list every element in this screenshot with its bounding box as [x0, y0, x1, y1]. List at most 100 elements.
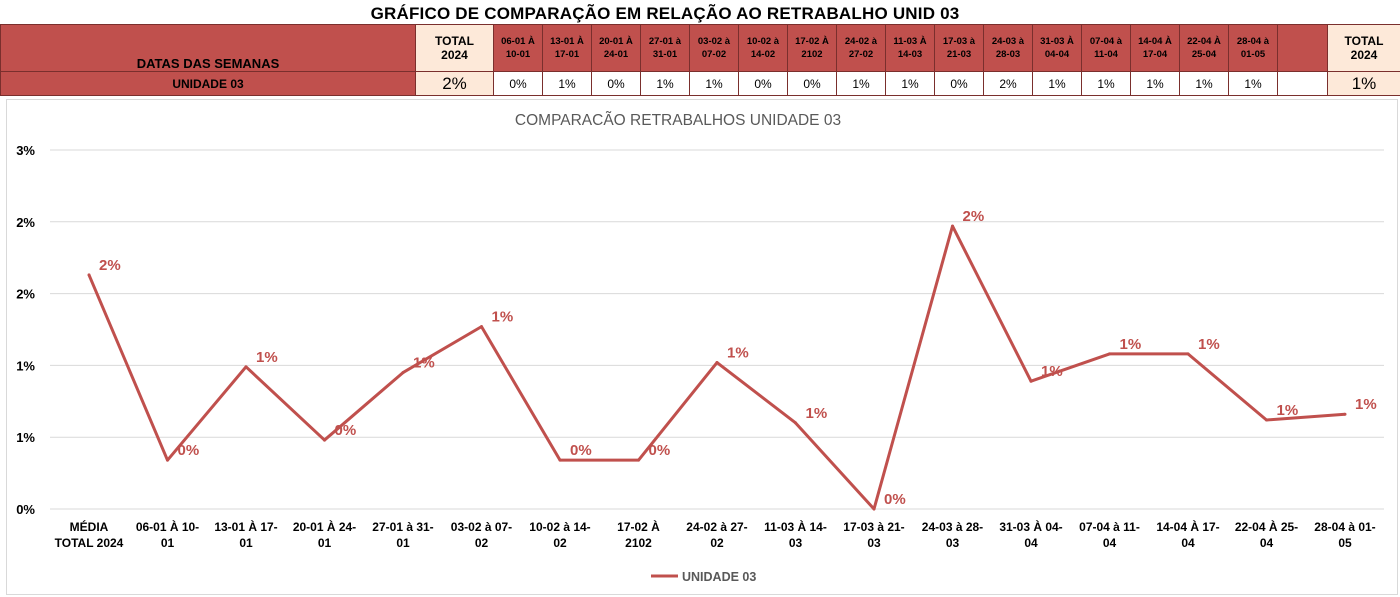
data-label: 1% [1355, 396, 1377, 413]
week-header: 24-02 à 27-02 [836, 24, 886, 72]
data-label: 1% [492, 309, 514, 326]
x-tick-label: 17-03 à 21-03 [843, 520, 904, 550]
x-tick-label: 22-04 À 25-04 [1235, 519, 1298, 550]
data-point [558, 458, 562, 462]
data-label: 1% [413, 355, 435, 372]
data-point [1029, 379, 1033, 383]
row-label: UNIDADE 03 [0, 71, 416, 96]
x-tick-label: 13-01 À 17-01 [214, 519, 277, 550]
y-tick-label: 1% [16, 430, 35, 445]
data-point [715, 361, 719, 365]
week-value: 1% [1179, 71, 1229, 96]
data-point [872, 507, 876, 511]
legend-series-name: UNIDADE 03 [682, 570, 756, 584]
legend: UNIDADE 03 [651, 570, 756, 584]
x-tick-label: 06-01 À 10-01 [136, 519, 199, 550]
y-tick-label: 2% [16, 215, 35, 230]
week-value: 0% [738, 71, 788, 96]
data-label: 1% [727, 345, 749, 362]
week-value: 1% [689, 71, 739, 96]
data-label: 1% [256, 349, 278, 366]
data-point [637, 458, 640, 462]
total-value-right: 1% [1327, 71, 1400, 96]
week-value: 0% [493, 71, 543, 96]
y-tick-label: 3% [16, 143, 35, 158]
data-point [951, 224, 954, 228]
x-tick-label: 07-04 à 11-04 [1079, 520, 1140, 550]
week-header: 22-04 À 25-04 [1179, 24, 1229, 72]
data-point [1186, 352, 1190, 356]
data-point [87, 273, 91, 277]
total-header-line2: 2024 [441, 48, 468, 62]
week-value: 1% [1130, 71, 1180, 96]
week-header: 10-02 à 14-02 [738, 24, 788, 72]
week-value: 0% [591, 71, 641, 96]
x-tick-label: 24-03 à 28-03 [922, 520, 983, 550]
x-tick-label: 03-02 à 07-02 [451, 520, 512, 550]
series-line-unidade-03 [87, 224, 1346, 511]
data-point [401, 371, 405, 375]
data-label: 2% [99, 257, 121, 274]
week-header: 17-03 à 21-03 [934, 24, 984, 72]
x-tick-label: 28-04 à 01-05 [1314, 520, 1375, 550]
week-value: 2% [983, 71, 1033, 96]
summary-header-row: DATAS DAS SEMANAS TOTAL 2024 06-01 À 10-01… [0, 24, 1400, 72]
data-label: 0% [649, 442, 671, 459]
data-point [794, 421, 797, 425]
summary-table: DATAS DAS SEMANAS TOTAL 2024 06-01 À 10-01… [0, 24, 1400, 96]
total-header-right: TOTAL 2024 [1327, 24, 1400, 72]
week-value: 1% [836, 71, 886, 96]
week-header: 27-01 à 31-01 [640, 24, 690, 72]
y-tick-label: 1% [16, 358, 35, 373]
week-header: 03-02 à 07-02 [689, 24, 739, 72]
x-tick-label: 14-04 À 17-04 [1156, 519, 1219, 550]
empty-value-cell [1277, 71, 1328, 96]
data-point [480, 325, 483, 329]
data-point [323, 438, 326, 442]
chart-area [6, 99, 1398, 595]
week-value: 1% [542, 71, 592, 96]
x-tick-label: 17-02 À 2102 [617, 519, 660, 550]
total-value-left: 2% [415, 71, 494, 96]
x-tick-label: 10-02 à 14-02 [529, 520, 590, 550]
week-header: 07-04 à 11-04 [1081, 24, 1131, 72]
data-label: 2% [963, 208, 985, 225]
total-header-line1: TOTAL [435, 34, 474, 48]
week-value: 0% [787, 71, 837, 96]
data-label: 0% [884, 491, 906, 508]
data-point [1265, 418, 1268, 422]
y-tick-label: 0% [16, 502, 35, 517]
data-label: 1% [806, 405, 828, 422]
week-header: 06-01 À 10-01 [493, 24, 543, 72]
data-point [244, 365, 248, 369]
week-header: 28-04 à 01-05 [1228, 24, 1278, 72]
page-title: GRÁFICO DE COMPARAÇÃO EM RELAÇÃO AO RETR… [370, 4, 960, 23]
chart-title: COMPARACÃO RETRABALHOS UNIDADE 03 [515, 112, 841, 129]
data-label: 1% [1277, 402, 1299, 419]
data-point [166, 458, 169, 462]
data-label: 0% [335, 422, 357, 439]
data-label: 0% [570, 442, 592, 459]
week-value: 1% [1081, 71, 1131, 96]
data-point [1108, 352, 1111, 356]
data-label: 1% [1120, 336, 1142, 353]
summary-value-row: UNIDADE 03 2% 0% 1% 0% 1% 1% 0% 0% 1% 1%… [0, 71, 1400, 96]
row-label-header: DATAS DAS SEMANAS [0, 24, 416, 72]
week-header: 11-03 À 14-03 [885, 24, 935, 72]
x-tick-label: 20-01 À 24-01 [293, 519, 356, 550]
y-tick-label: 2% [16, 287, 35, 302]
x-tick-label: 31-03 À 04-04 [999, 519, 1062, 550]
total-header-left: TOTAL 2024 [415, 24, 494, 72]
week-header: 17-02 À 2102 [787, 24, 837, 72]
week-value: 1% [1032, 71, 1082, 96]
x-tick-label: 11-03 À 14-03 [764, 519, 827, 550]
week-value: 1% [640, 71, 690, 96]
empty-header-cell [1277, 24, 1328, 72]
week-header: 31-03 À 04-04 [1032, 24, 1082, 72]
data-point [1343, 412, 1347, 416]
x-tick-label: 27-01 à 31-01 [372, 520, 433, 550]
data-label: 1% [1198, 336, 1220, 353]
x-tick-label: 24-02 à 27-02 [686, 520, 747, 550]
week-header: 24-03 à 28-03 [983, 24, 1033, 72]
